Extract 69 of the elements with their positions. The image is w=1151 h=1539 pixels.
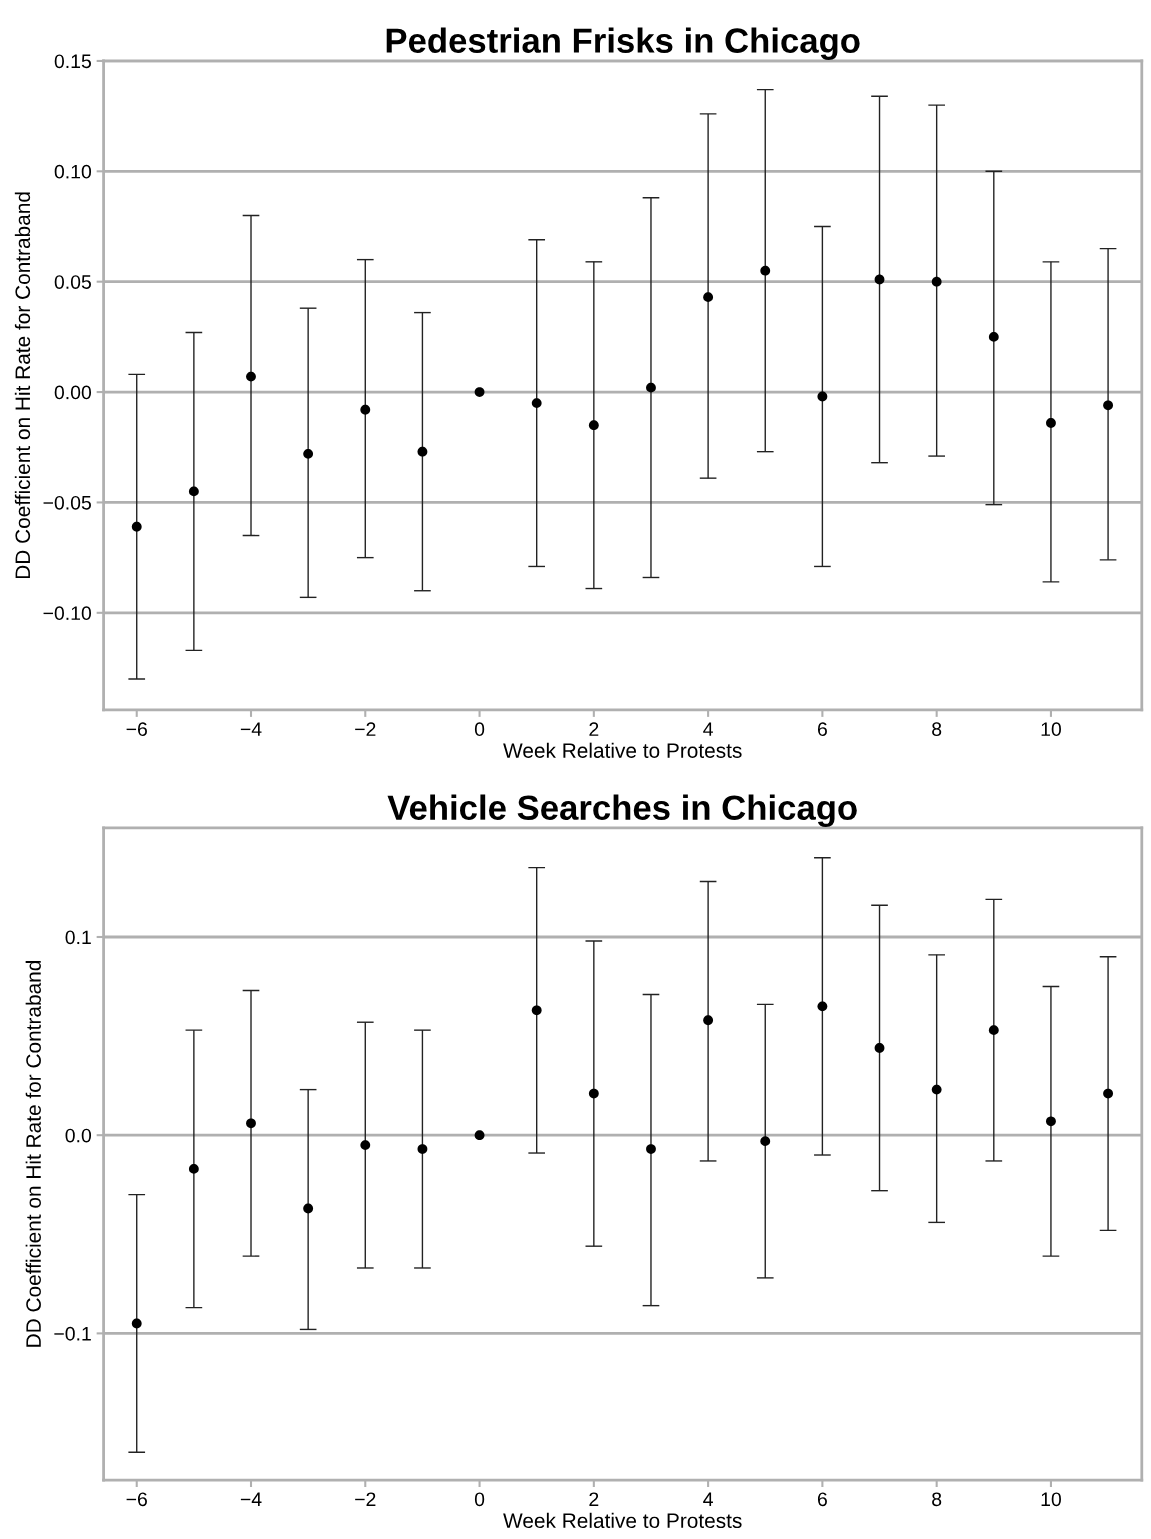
point <box>1046 418 1056 428</box>
point <box>360 404 371 415</box>
y-tick-label: 0.1 <box>65 930 91 945</box>
y-tick-label: −0.10 <box>43 606 92 621</box>
point <box>474 387 485 397</box>
y-tick-label: −0.05 <box>43 495 91 510</box>
point <box>646 382 656 393</box>
point <box>303 448 314 459</box>
x-tick-label: −4 <box>240 1492 262 1506</box>
y-tick-label: 0.10 <box>54 164 92 179</box>
x-tick-label: 0 <box>474 722 485 737</box>
point <box>1103 1088 1113 1099</box>
point <box>931 1084 942 1095</box>
point <box>474 1130 485 1141</box>
y-tick-label: 0.15 <box>54 54 91 69</box>
point <box>588 420 599 431</box>
point <box>531 398 542 409</box>
point <box>131 521 142 532</box>
y-tick-label: 0.00 <box>54 385 92 400</box>
point <box>1046 1116 1056 1127</box>
point <box>188 1163 199 1174</box>
point <box>246 1118 256 1129</box>
point <box>646 1144 656 1154</box>
point <box>874 1043 885 1053</box>
point <box>131 1318 142 1329</box>
x-tick-label: 8 <box>932 1492 942 1507</box>
x-tick-label: 4 <box>703 1492 713 1506</box>
x-tick-label: 0 <box>474 1492 485 1507</box>
point <box>703 292 714 303</box>
chart-title: Vehicle Searches in Chicago <box>387 794 857 828</box>
x-axis-title: Week Relative to Protests <box>503 1512 742 1529</box>
y-tick-label: 0.05 <box>54 275 91 289</box>
point <box>817 1001 828 1012</box>
x-tick-label: 6 <box>817 722 827 737</box>
point <box>303 1203 314 1214</box>
x-axis-title: Week Relative to Protests <box>503 742 742 758</box>
chart-title: Pedestrian Frisks in Chicago <box>386 27 860 60</box>
x-tick-label: 10 <box>1041 1492 1061 1507</box>
x-tick-label: −4 <box>240 722 262 736</box>
point <box>931 276 942 287</box>
x-tick-label: −2 <box>355 1492 376 1506</box>
point <box>874 274 885 285</box>
y-axis-title: DD Coefficient on Hit Rate for Contraband <box>25 960 41 1347</box>
point <box>760 265 771 276</box>
x-tick-label: −6 <box>126 722 147 737</box>
point <box>760 1136 771 1147</box>
point <box>988 1025 999 1036</box>
point <box>417 446 428 457</box>
x-tick-label: 4 <box>703 722 713 736</box>
x-tick-label: 2 <box>589 1492 599 1506</box>
y-tick-label: −0.1 <box>54 1326 91 1341</box>
x-tick-label: 10 <box>1041 722 1061 737</box>
x-tick-label: −2 <box>355 722 376 736</box>
x-tick-label: 8 <box>932 722 942 737</box>
point <box>817 391 828 402</box>
point <box>588 1088 599 1099</box>
point <box>188 486 199 497</box>
point <box>703 1015 714 1026</box>
point <box>988 331 999 342</box>
point <box>360 1140 371 1151</box>
x-tick-label: 2 <box>589 722 599 736</box>
x-tick-label: 6 <box>817 1492 827 1507</box>
point <box>1103 400 1113 411</box>
point <box>417 1144 428 1154</box>
point <box>246 371 256 382</box>
point <box>531 1005 542 1016</box>
x-tick-label: −6 <box>126 1492 147 1507</box>
y-axis-title: DD Coefficient on Hit Rate for Contraband <box>14 192 31 579</box>
y-tick-label: 0.0 <box>65 1128 92 1143</box>
